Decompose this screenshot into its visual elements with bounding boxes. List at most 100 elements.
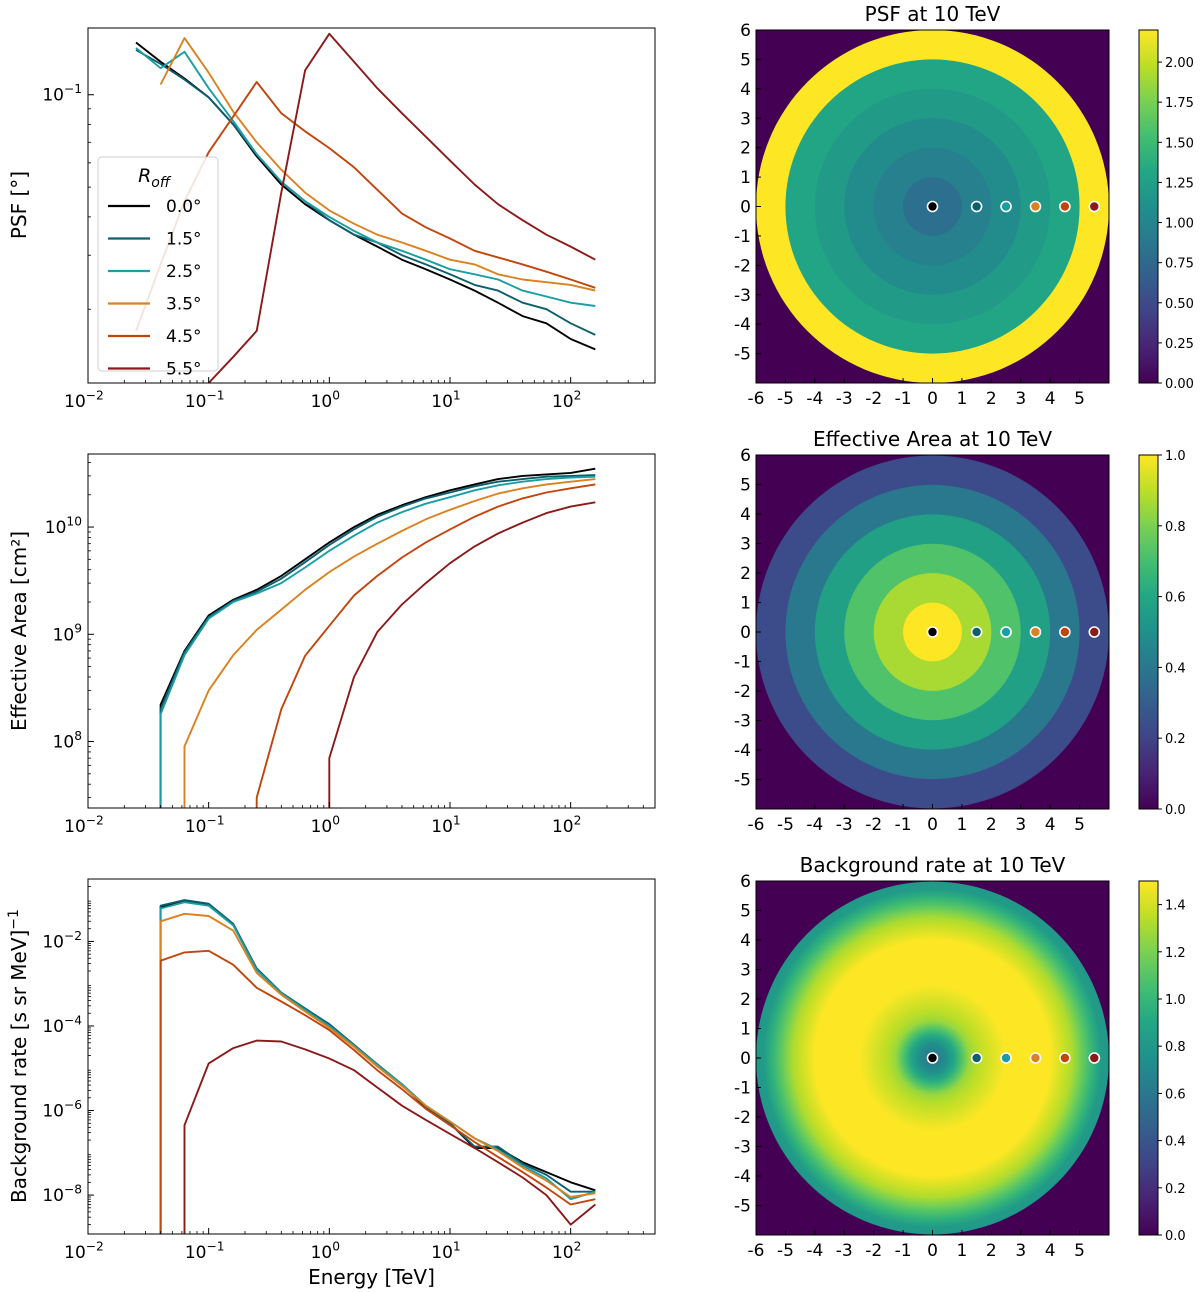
offset-marker <box>1029 200 1042 213</box>
x-tick-label: -5 <box>777 1241 794 1261</box>
x-tick-label: 100 <box>311 388 340 412</box>
x-tick-label: -2 <box>865 389 882 409</box>
offset-marker <box>926 1052 939 1064</box>
colorbar-gradient <box>1138 880 1159 1236</box>
y-tick-label: 1 <box>740 1020 751 1040</box>
colorbar-gradient <box>1138 29 1159 384</box>
x-tick-label: 10−2 <box>64 388 104 412</box>
x-tick-label: 1 <box>957 815 968 835</box>
colorbar-tick-label: 1.2 <box>1165 946 1186 961</box>
colorbar-tick-label: 1.25 <box>1165 176 1194 191</box>
series-line-aeff-3 <box>183 478 596 808</box>
x-tick-label: 2 <box>986 815 997 835</box>
y-tick-label: -3 <box>734 712 751 732</box>
series-line-aeff-1 <box>159 474 596 808</box>
x-tick-label: 4 <box>1045 389 1056 409</box>
y-tick-label: 0 <box>740 1049 751 1069</box>
x-tick-label: 10−1 <box>185 1239 225 1263</box>
heatmap-map_bkg: Background rate at 10 TeV-6 -5 -4 -3 -2 -1 0 1 2… <box>734 853 1186 1261</box>
y-axis-label: PSF [°] <box>7 171 31 239</box>
colorbar-tick-label: 0.75 <box>1165 257 1194 272</box>
series-line-psf-4 <box>135 81 596 332</box>
y-tick-label: 10−2 <box>42 929 82 953</box>
x-tick-label: 4 <box>1045 1241 1056 1261</box>
series-line-bkg-3 <box>159 912 596 1234</box>
heatmap-title: PSF at 10 TeV <box>865 2 1001 26</box>
offset-marker <box>970 1052 983 1064</box>
colorbar-tick-label: 0.2 <box>1165 1182 1186 1197</box>
y-tick-label: 10−6 <box>42 1098 82 1122</box>
colorbar-tick-label: 2.00 <box>1165 56 1194 71</box>
x-tick-label: 2 <box>986 1241 997 1261</box>
colorbar-tick-label: 0.25 <box>1165 337 1194 352</box>
legend-box <box>97 156 219 372</box>
y-tick-label: 5 <box>740 50 751 70</box>
x-tick-label: 0 <box>927 815 938 835</box>
colorbar-tick-label: 0.6 <box>1165 591 1186 606</box>
y-tick-label: 2 <box>740 564 751 584</box>
y-tick-label: -5 <box>734 771 751 791</box>
x-tick-label: -5 <box>777 815 794 835</box>
y-tick-label: 0 <box>740 623 751 643</box>
series-line-psf-2 <box>135 47 596 307</box>
x-tick-label: 3 <box>1015 1241 1026 1261</box>
x-tick-label: 1 <box>957 1241 968 1261</box>
x-tick-label: 10−1 <box>185 388 225 412</box>
colorbar-tick-label: 0.8 <box>1165 1040 1186 1055</box>
y-tick-label: 10−8 <box>42 1182 82 1206</box>
offset-marker <box>1000 626 1012 638</box>
x-tick-label: 3 <box>1015 389 1026 409</box>
x-tick-label: -3 <box>836 1241 853 1261</box>
offset-marker <box>970 200 983 213</box>
offset-marker <box>1059 1052 1071 1064</box>
series-line-psf-5 <box>208 32 596 383</box>
offset-marker <box>926 626 939 638</box>
colorbar-tick-label: 1.00 <box>1165 217 1194 232</box>
y-tick-label: -2 <box>734 1108 751 1128</box>
y-tick-label: 10−4 <box>42 1013 82 1037</box>
series-line-aeff-4 <box>255 483 596 808</box>
x-tick-label: 101 <box>431 388 460 412</box>
y-tick-label: 3 <box>740 535 751 555</box>
y-tick-label: -5 <box>734 345 751 365</box>
y-axis-label: Background rate [s sr MeV]−1 <box>6 909 31 1203</box>
colorbar-tick-label: 1.75 <box>1165 96 1194 111</box>
legend-label: 5.5° <box>166 360 202 380</box>
y-tick-label: 1010 <box>45 514 82 538</box>
series-line-bkg-4 <box>159 949 596 1234</box>
series-line-aeff-5 <box>328 501 596 808</box>
series-line-aeff-0 <box>159 467 596 808</box>
x-tick-label: -1 <box>895 1241 912 1261</box>
colorbar-tick-label: 0.8 <box>1165 520 1186 535</box>
y-tick-label: 6 <box>740 21 751 41</box>
offset-marker <box>1029 1052 1042 1064</box>
colorbar-tick-label: 1.50 <box>1165 136 1194 151</box>
y-tick-label: 5 <box>740 902 751 922</box>
heatmap-map_aeff: Effective Area at 10 TeV-6 -5 -4 -3 -2 -1 0 1 2 3… <box>734 427 1186 835</box>
y-tick-label: -4 <box>734 741 751 761</box>
series-line-bkg-5 <box>183 1039 596 1234</box>
axes-frame <box>87 27 656 384</box>
legend-label: 3.5° <box>166 295 202 315</box>
colorbar-tick-label: 0.6 <box>1165 1087 1186 1102</box>
x-tick-label: -2 <box>865 815 882 835</box>
line-chart-psf: 10−2 10−1 100 101 102 10−1 PSF [°] <box>7 27 656 412</box>
x-tick-label: 0 <box>927 1241 938 1261</box>
x-tick-label: 2 <box>986 389 997 409</box>
y-tick-label: 3 <box>740 961 751 981</box>
y-tick-label: -3 <box>734 286 751 306</box>
y-tick-label: 109 <box>53 622 82 646</box>
colorbar-tick-label: 1.4 <box>1165 899 1186 914</box>
offset-marker <box>1088 1052 1101 1064</box>
x-tick-label: 100 <box>311 1239 340 1263</box>
legend-label: 1.5° <box>166 230 202 250</box>
y-tick-label: 4 <box>740 505 751 525</box>
offset-marker <box>926 200 939 213</box>
x-tick-label: -1 <box>895 815 912 835</box>
x-tick-label: 5 <box>1074 815 1085 835</box>
y-tick-label: 6 <box>740 446 751 466</box>
legend-label: 0.0° <box>166 197 202 217</box>
x-tick-label: -4 <box>806 389 823 409</box>
x-tick-label: -3 <box>836 815 853 835</box>
series-line-psf-1 <box>135 49 596 336</box>
